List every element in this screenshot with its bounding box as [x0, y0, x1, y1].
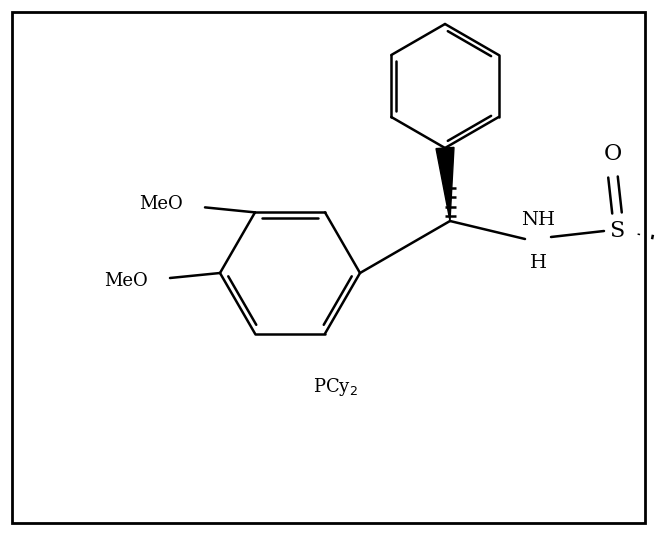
Text: S: S [610, 220, 625, 242]
Text: MeO: MeO [139, 195, 183, 213]
Text: PCy$_2$: PCy$_2$ [313, 376, 357, 398]
Text: H: H [530, 254, 547, 272]
Text: O: O [604, 143, 622, 165]
Text: NH: NH [521, 211, 555, 229]
Polygon shape [436, 147, 454, 221]
Text: MeO: MeO [104, 272, 148, 290]
